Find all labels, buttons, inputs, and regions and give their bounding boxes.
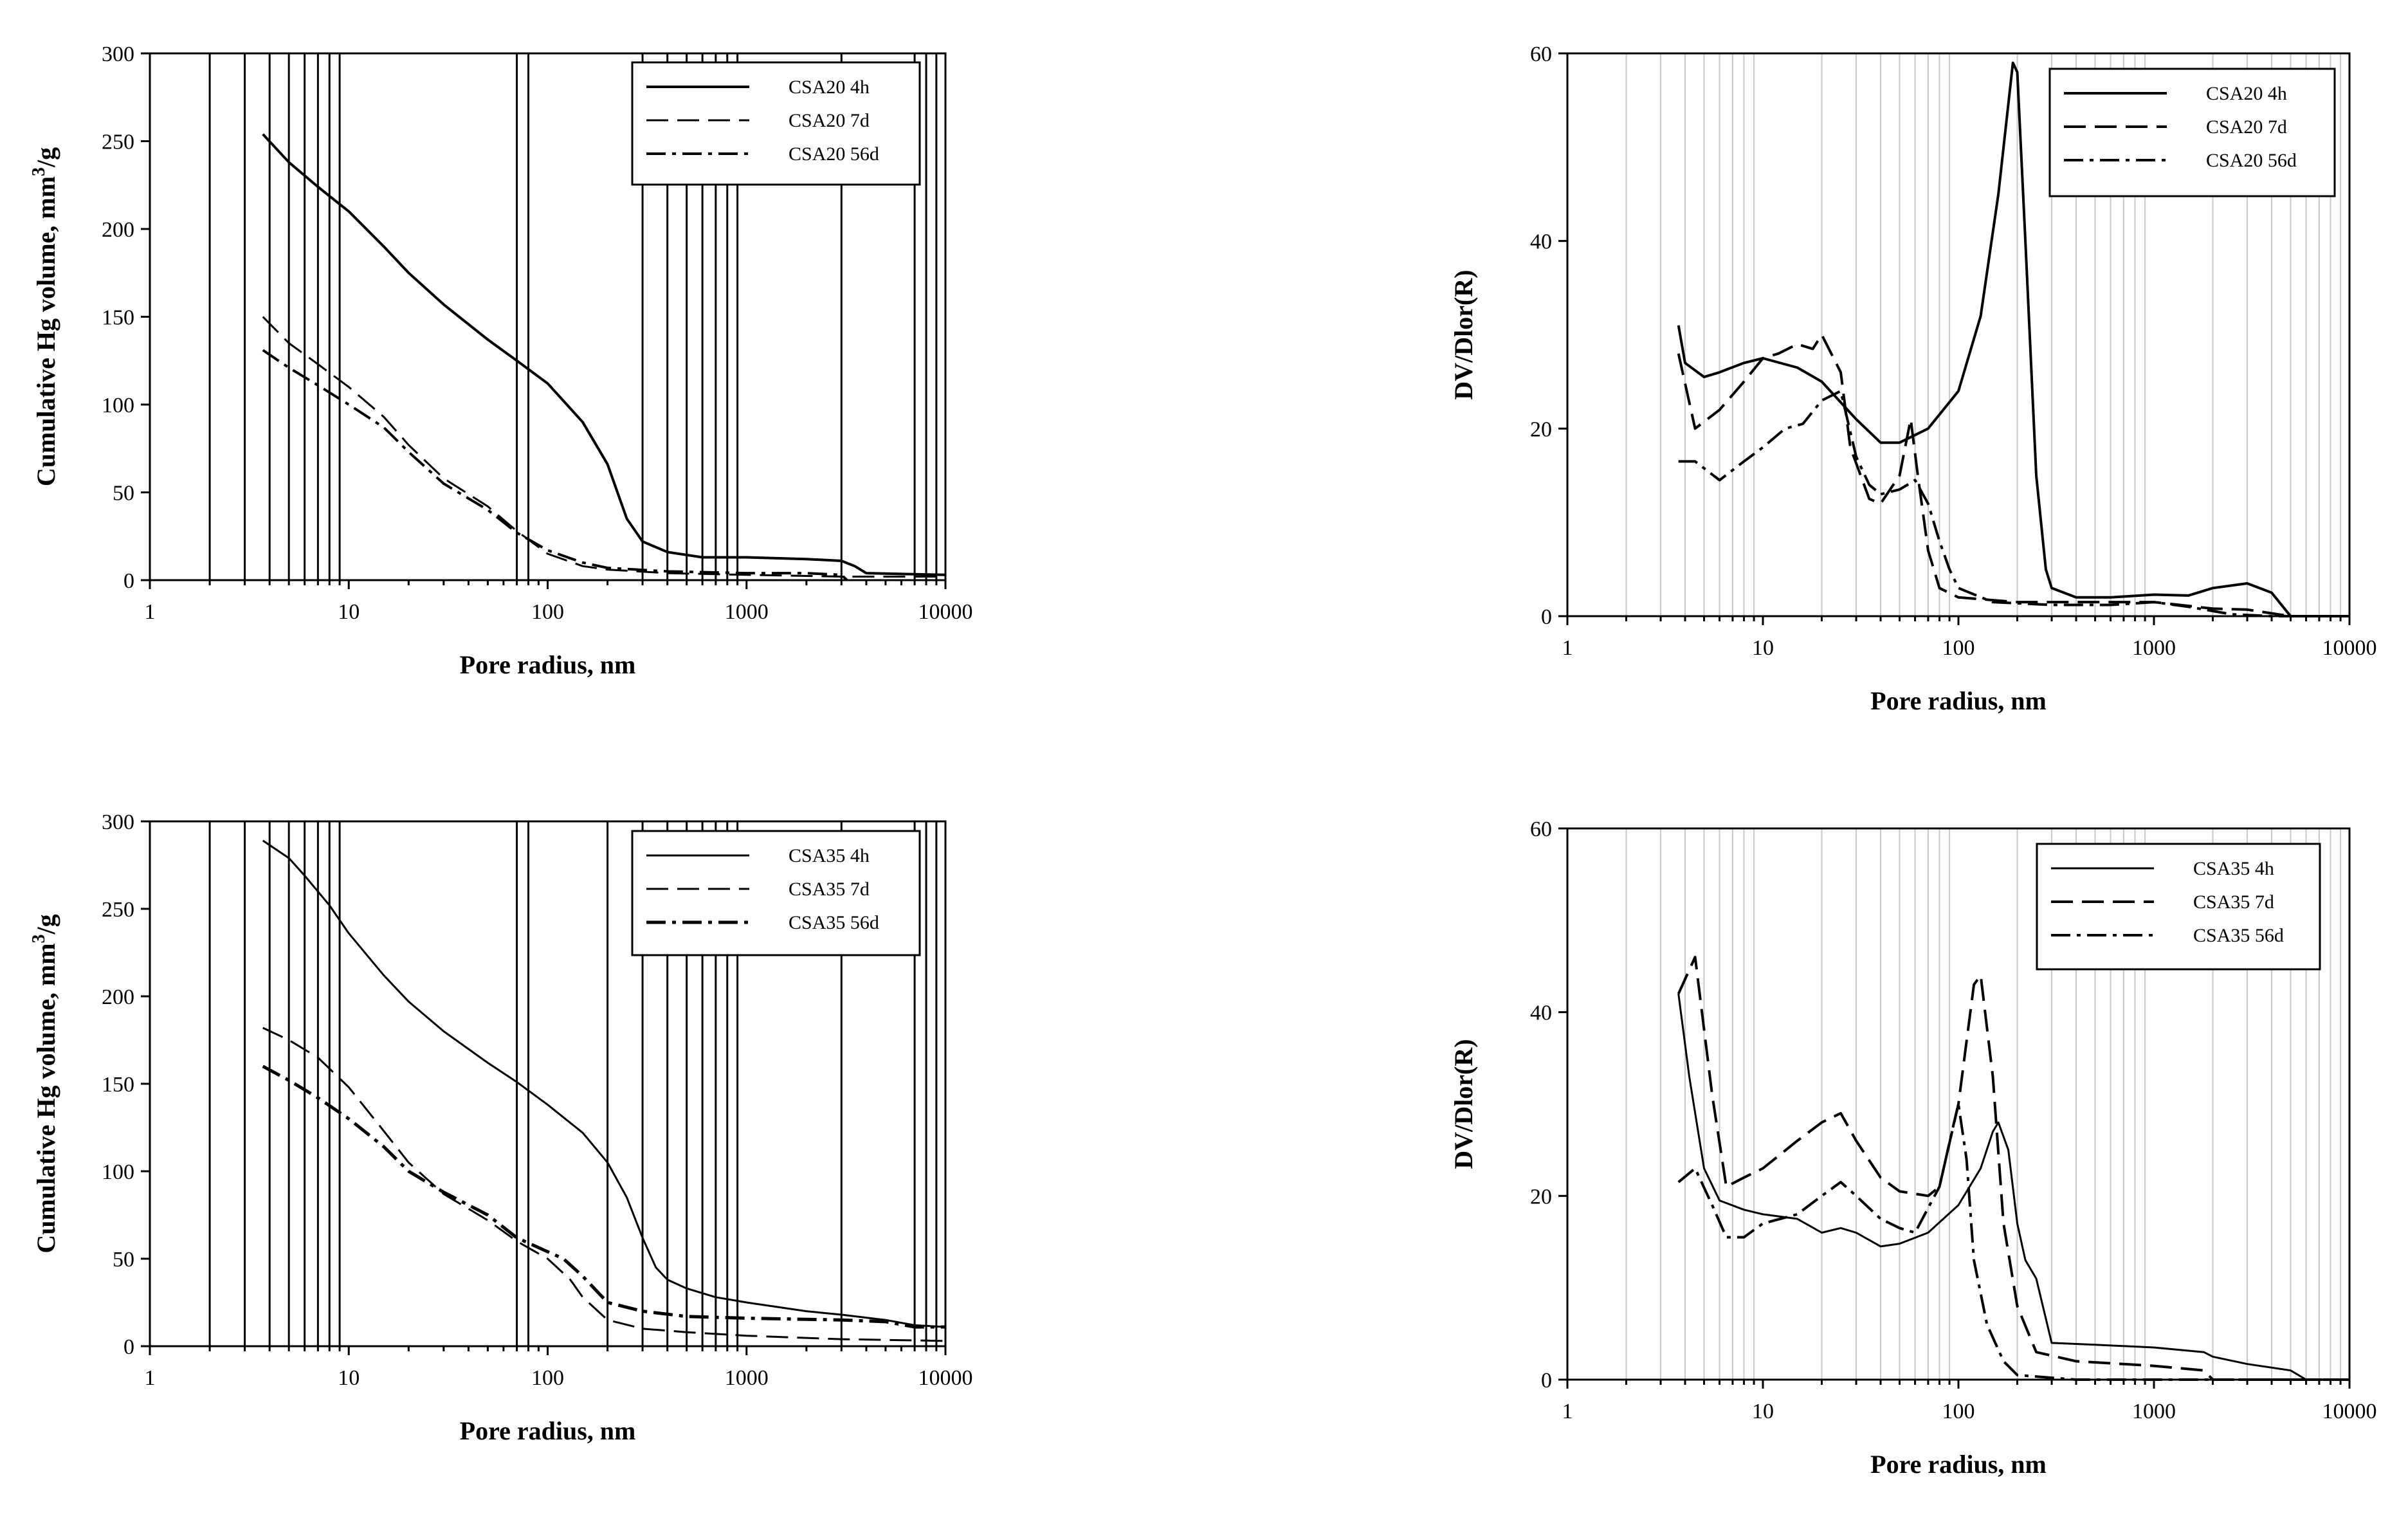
y-axis-title-text: DV/Dlor(R): [1449, 269, 1478, 399]
x-tick-label: 1: [145, 600, 156, 624]
legend-box: [2048, 68, 2336, 197]
x-tick-label: 1000: [725, 600, 769, 624]
series-line-2: [262, 1064, 945, 1329]
legend-label-1: CSA35 7d: [2193, 891, 2274, 913]
chart-dv20: 1 10 100 1000 10000 0 20 40 60 Pore radius, nm DV/…: [1449, 42, 2377, 715]
y-tick-label: 50: [113, 1248, 134, 1272]
series-line-0: [1677, 993, 2349, 1381]
x-axis-title: Pore radius, nm: [460, 1416, 636, 1445]
x-tick-label: 1: [1562, 1400, 1573, 1423]
x-axis-title: Pore radius, nm: [1870, 1450, 2047, 1479]
y-tick-label: 250: [102, 131, 134, 154]
series-line-1: [262, 1027, 946, 1342]
chart-cum20: 1 10 100 1000 10000 0 50 100 150 200 250 300 Pore ra…: [29, 42, 973, 679]
series-line-2: [1677, 1102, 2349, 1381]
y-axis-title-unit: /g: [32, 147, 60, 168]
series-line-0: [262, 839, 946, 1328]
y-tick-label: 100: [102, 394, 134, 417]
y-axis-title-superscript: 3: [29, 167, 49, 176]
series-line-2: [1678, 390, 2349, 617]
legend-label-1: CSA20 7d: [2206, 116, 2287, 138]
series-line-1: [1677, 333, 2349, 617]
y-axis-title: DV/Dlor(R): [1449, 1039, 1478, 1169]
y-axis-title: DV/Dlor(R): [1449, 269, 1478, 399]
y-tick-label: 200: [102, 985, 134, 1009]
y-axis-title: Cumulative Hg volume, mm3/g: [29, 147, 60, 486]
legend-label-0: CSA20 4h: [789, 77, 870, 98]
y-tick-label: 150: [102, 1073, 134, 1097]
x-tick-label: 10000: [2322, 636, 2377, 660]
y-tick-label: 0: [123, 1335, 134, 1359]
y-tick-label: 300: [102, 42, 134, 66]
x-tick-label: 100: [1942, 1400, 1975, 1423]
y-tick-label: 60: [1530, 42, 1552, 66]
x-axis-title: Pore radius, nm: [1870, 686, 2047, 715]
legend-box: [631, 61, 921, 186]
x-tick-label: 1: [145, 1366, 156, 1390]
series-line-0: [1677, 61, 2349, 617]
series-line-0: [262, 133, 946, 576]
legend-label-1: CSA20 7d: [789, 110, 870, 131]
y-tick-label: 200: [102, 218, 134, 242]
y-tick-label: 0: [1541, 605, 1552, 629]
legend-label-2: CSA20 56d: [2206, 150, 2297, 171]
x-tick-label: 10: [1752, 1400, 1774, 1423]
y-tick-label: 40: [1530, 230, 1552, 254]
x-tick-label: 10000: [918, 1366, 973, 1390]
y-tick-label: 0: [123, 569, 134, 593]
x-tick-label: 100: [531, 600, 564, 624]
y-tick-label: 20: [1530, 417, 1552, 441]
legend-box: [631, 830, 921, 956]
series-line-2: [262, 349, 848, 581]
legend-label-1: CSA35 7d: [789, 879, 870, 900]
legend-label-0: CSA20 4h: [2206, 83, 2287, 104]
y-tick-label: 300: [102, 810, 134, 834]
x-tick-label: 1000: [725, 1366, 769, 1390]
x-tick-label: 100: [531, 1366, 564, 1390]
y-tick-label: 0: [1541, 1369, 1552, 1393]
x-tick-label: 1000: [2132, 1400, 2176, 1423]
x-tick-label: 10: [338, 1366, 360, 1390]
series-line-1: [1677, 956, 2349, 1381]
y-axis-title-text: Cumulative Hg volume, mm: [32, 176, 60, 486]
y-axis-title-text: Cumulative Hg volume, mm: [32, 943, 60, 1253]
x-tick-label: 10000: [2322, 1400, 2377, 1423]
chart-cum35: 1 10 100 1000 10000 0 50 100 150 200 250 300 Pore ra…: [29, 810, 973, 1445]
series-line-1: [262, 316, 945, 578]
x-tick-label: 10: [1752, 636, 1774, 660]
y-tick-label: 40: [1530, 1001, 1552, 1025]
y-tick-label: 60: [1530, 817, 1552, 841]
legend-box: [2036, 843, 2321, 971]
y-axis-title-unit: /g: [32, 914, 60, 935]
y-axis-title-text: DV/Dlor(R): [1449, 1039, 1478, 1169]
chart-dv35: 1 10 100 1000 10000 0 20 40 60 Pore radius, nm DV/…: [1449, 817, 2377, 1479]
y-tick-label: 20: [1530, 1185, 1552, 1209]
y-tick-label: 150: [102, 306, 134, 330]
legend-label-2: CSA20 56d: [789, 143, 879, 165]
x-tick-label: 1: [1562, 636, 1573, 660]
legend-label-0: CSA35 4h: [789, 845, 870, 866]
x-tick-label: 1000: [2132, 636, 2176, 660]
legend-label-2: CSA35 56d: [789, 912, 879, 933]
x-tick-label: 10: [338, 600, 360, 624]
x-tick-label: 100: [1942, 636, 1975, 660]
y-tick-label: 250: [102, 898, 134, 922]
y-axis-title: Cumulative Hg volume, mm3/g: [29, 914, 60, 1253]
x-tick-label: 10000: [918, 600, 973, 624]
legend-label-2: CSA35 56d: [2193, 925, 2284, 946]
x-axis-title: Pore radius, nm: [460, 650, 636, 679]
legend-label-0: CSA35 4h: [2193, 858, 2274, 879]
y-tick-label: 100: [102, 1160, 134, 1184]
y-tick-label: 50: [113, 482, 134, 506]
y-axis-title-superscript: 3: [29, 934, 49, 943]
